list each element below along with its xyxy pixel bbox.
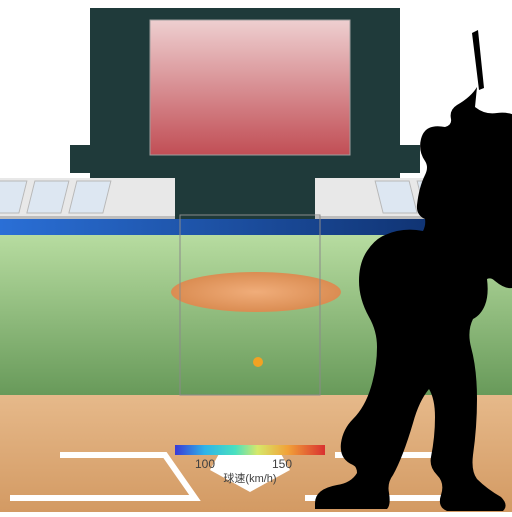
legend-tick-label: 100 [195,457,215,471]
stands-panel [27,181,69,213]
pitch-marker [253,357,263,367]
chart-svg: 100 150 球速(km/h) [0,0,512,512]
stands-panel [375,181,417,213]
scoreboard-screen [150,20,350,155]
stands-panel [69,181,111,213]
pitchers-mound [171,272,341,312]
legend-colorbar [175,445,325,455]
legend-tick-label: 150 [272,457,292,471]
legend-axis-label: 球速(km/h) [223,471,276,485]
pitch-location-chart: 100 150 球速(km/h) [0,0,512,512]
